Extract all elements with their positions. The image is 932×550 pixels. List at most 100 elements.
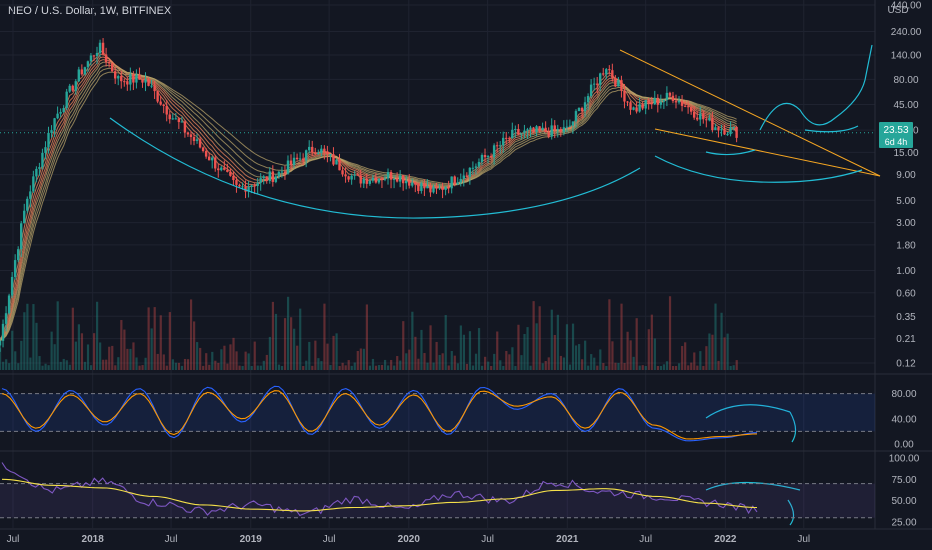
volume-bar xyxy=(687,365,690,370)
volume-bar xyxy=(699,351,702,370)
volume-bar xyxy=(714,303,717,370)
price-tick-label: 140.00 xyxy=(891,50,922,61)
volume-bar xyxy=(538,306,541,370)
volume-bar xyxy=(17,363,20,370)
oscillator-tick-label: 75.00 xyxy=(891,475,916,486)
candle-body xyxy=(362,178,365,184)
volume-bar xyxy=(441,353,444,370)
volume-bar xyxy=(414,336,417,370)
volume-bar xyxy=(293,328,296,370)
candle-body xyxy=(444,186,447,191)
candle-body xyxy=(16,249,20,261)
user-drawings[interactable] xyxy=(109,44,881,526)
candle-body xyxy=(656,97,660,105)
candle-body xyxy=(41,152,44,168)
candle-body xyxy=(665,92,669,100)
candle-body xyxy=(374,177,378,183)
volume-bar xyxy=(283,318,287,370)
volume-bar xyxy=(223,345,226,370)
volume-bar xyxy=(362,348,365,370)
candle-body xyxy=(13,260,17,277)
volume-bar xyxy=(29,357,32,370)
candle-body xyxy=(623,90,626,102)
candle-body xyxy=(329,154,332,156)
rsi-annotation xyxy=(705,481,801,526)
volume-bar xyxy=(120,320,123,370)
candle-body xyxy=(335,159,338,165)
volume-bar xyxy=(696,365,699,370)
volume-bar xyxy=(11,330,14,370)
volume-bar xyxy=(347,360,350,370)
candle-body xyxy=(453,176,456,185)
volume-bar xyxy=(374,365,378,370)
volume-bar xyxy=(529,365,532,370)
candle-body xyxy=(659,101,663,105)
candle-body xyxy=(10,276,14,296)
candle-body xyxy=(317,152,320,154)
candle-body xyxy=(129,74,132,85)
volume-bar xyxy=(611,341,614,370)
volume-bar xyxy=(247,353,250,370)
volume-bar xyxy=(268,336,271,370)
volume-bar xyxy=(232,337,235,370)
volume-bar xyxy=(44,363,47,370)
candle-body xyxy=(204,151,208,157)
volume-bar xyxy=(2,361,5,370)
candle-body xyxy=(65,91,68,109)
candle-body xyxy=(568,125,572,127)
candle-body xyxy=(241,186,244,188)
candle-body xyxy=(62,108,65,112)
candle-body xyxy=(571,121,575,126)
candle-body xyxy=(298,158,302,160)
volume-bar xyxy=(459,325,462,370)
candle-body xyxy=(377,178,381,183)
volume-bar xyxy=(426,362,429,370)
price-tick-label: 5.00 xyxy=(896,196,916,207)
price-candles xyxy=(0,38,738,352)
volume-bar xyxy=(650,314,653,370)
volume-bar xyxy=(705,346,708,370)
candle-body xyxy=(544,127,547,133)
candle-body xyxy=(641,104,644,109)
volume-bar xyxy=(180,365,184,370)
candle-body xyxy=(735,126,738,138)
candle-body xyxy=(714,127,717,131)
candle-body xyxy=(338,159,341,171)
candle-body xyxy=(726,134,729,136)
candle-body xyxy=(432,186,435,193)
time-tick-label: 2021 xyxy=(556,534,579,545)
candle-body xyxy=(53,118,56,131)
oscillator-tick-label: 100.00 xyxy=(889,454,920,465)
volume-bar xyxy=(520,355,523,370)
volume-bar xyxy=(681,346,684,370)
volume-bar xyxy=(311,365,314,370)
volume-bar xyxy=(114,365,117,370)
volume-bar xyxy=(68,364,71,370)
candle-body xyxy=(605,69,608,75)
volume-bar xyxy=(659,365,663,370)
volume-bar xyxy=(593,357,596,370)
candle-body xyxy=(250,185,253,187)
price-axis[interactable]: 440.00240.00140.0080.0045.0025.0015.009.… xyxy=(891,1,922,370)
candle-body xyxy=(326,151,329,155)
candle-body xyxy=(229,171,232,176)
candle-body xyxy=(20,223,23,250)
volume-bar xyxy=(250,365,253,370)
candle-body xyxy=(380,178,384,180)
candle-body xyxy=(401,175,405,184)
volume-bar xyxy=(729,365,732,370)
time-axis[interactable]: Jul 2018 Jul 2019 Jul 2020 Jul 2021 Jul 2022 Jul xyxy=(7,534,811,545)
volume-bar xyxy=(171,359,174,370)
volume-bar xyxy=(74,341,77,370)
volume-bar xyxy=(653,338,656,370)
candle-body xyxy=(689,107,693,112)
volume-bar xyxy=(523,333,526,370)
volume-bar xyxy=(53,344,56,370)
volume-bar xyxy=(702,365,705,370)
candle-body xyxy=(632,107,635,110)
volume-bar xyxy=(605,365,608,370)
candle-body xyxy=(320,148,323,153)
candle-body xyxy=(92,55,96,57)
volume-bar xyxy=(86,344,90,370)
